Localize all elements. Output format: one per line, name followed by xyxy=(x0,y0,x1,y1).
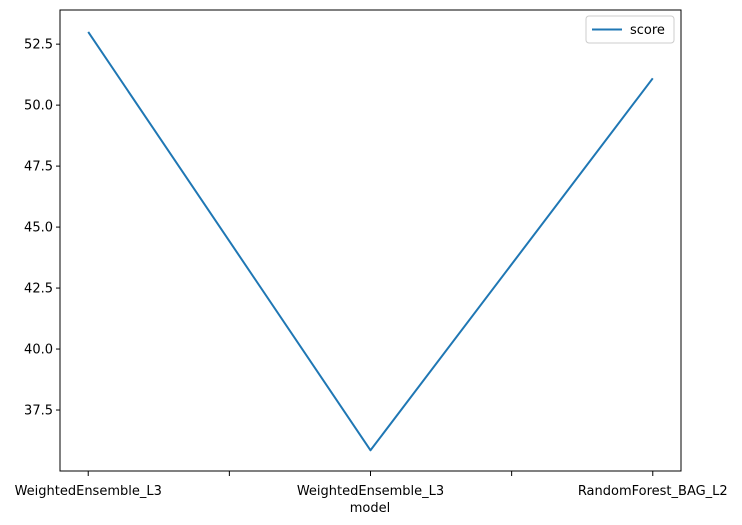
y-tick-label: 47.5 xyxy=(24,160,53,175)
legend: score xyxy=(585,15,675,44)
plot-axes: 37.5 40.0 42.5 45.0 47.5 50.0 52.5 WeightedEnse… xyxy=(15,9,728,499)
y-tick-label: 45.0 xyxy=(24,221,53,236)
y-tick-label: 50.0 xyxy=(24,99,53,114)
x-tick-label: WeightedEnsemble_L3 xyxy=(15,484,162,499)
plot-frame xyxy=(59,9,682,472)
series-line-score xyxy=(87,31,654,452)
legend-box xyxy=(585,15,675,44)
plot-marks xyxy=(87,31,654,452)
x-axis-label: model xyxy=(350,501,390,516)
x-tick-label: RandomForest_BAG_L2 xyxy=(578,484,728,499)
legend-label-score: score xyxy=(630,23,665,38)
y-tick-label: 52.5 xyxy=(24,38,53,53)
y-tick-label: 40.0 xyxy=(24,343,53,358)
y-tick-label: 42.5 xyxy=(24,282,53,297)
x-tick-label: WeightedEnsemble_L3 xyxy=(297,484,444,499)
y-tick-label: 37.5 xyxy=(24,404,53,419)
